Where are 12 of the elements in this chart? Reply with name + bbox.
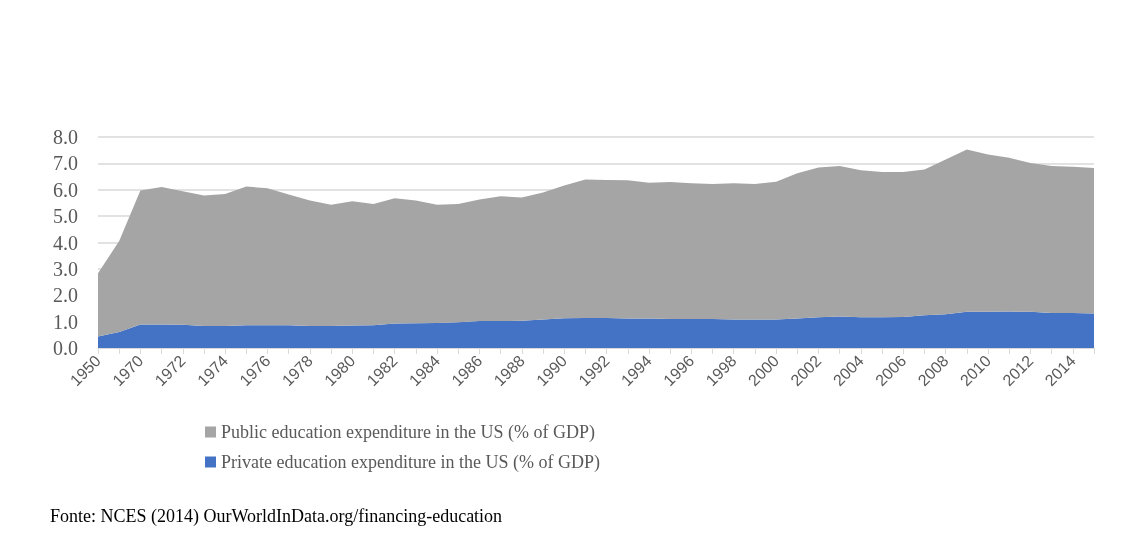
y-tick-label: 7.0 bbox=[53, 152, 78, 175]
y-tick-label: 4.0 bbox=[53, 231, 78, 254]
y-tick-label: 6.0 bbox=[53, 178, 78, 201]
source-note: Fonte: NCES (2014) OurWorldInData.org/financing-education bbox=[50, 506, 503, 527]
y-tick-label: 2.0 bbox=[53, 284, 78, 307]
y-tick-label: 0.0 bbox=[53, 337, 78, 359]
legend-label: Public education expenditure in the US (% of GDP) bbox=[221, 422, 595, 443]
y-tick-label: 1.0 bbox=[53, 310, 78, 333]
legend-label: Private education expenditure in the US (% of GDP) bbox=[221, 452, 600, 473]
y-tick-label: 3.0 bbox=[53, 257, 78, 280]
y-tick-label: 8.0 bbox=[53, 126, 78, 148]
y-tick-label: 5.0 bbox=[53, 205, 78, 228]
